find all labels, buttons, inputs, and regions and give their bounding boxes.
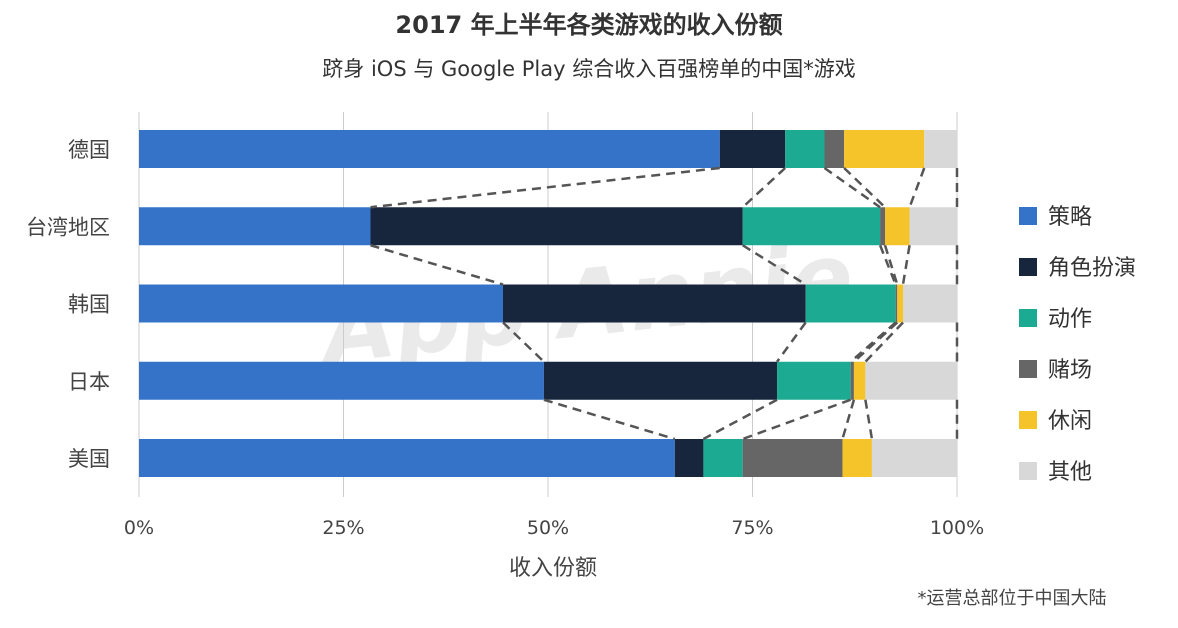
bar-segment [742, 439, 843, 477]
legend-label: 动作 [1048, 307, 1092, 332]
bar-segment [824, 130, 845, 168]
bar-segment [543, 361, 778, 400]
bar-segment [805, 284, 896, 323]
chart-subtitle: 跻身 iOS 与 Google Play 综合收入百强榜单的中国*游戏 [322, 57, 855, 81]
bar-segment [370, 207, 743, 246]
connector-line [883, 244, 899, 285]
connector-line [853, 321, 899, 363]
bar-segment [880, 207, 886, 246]
bar-segment [139, 361, 544, 400]
bar-segment [903, 284, 957, 323]
connector-line [901, 245, 911, 285]
connector-line [864, 321, 904, 363]
x-tick-labels: 0% 25% 50% 75% 100% [124, 517, 984, 539]
connector-line [908, 167, 926, 208]
x-tick-label: 25% [322, 517, 364, 539]
bar-segment [742, 207, 881, 246]
bar-segment [909, 207, 957, 246]
x-axis-label: 收入份额 [509, 556, 597, 581]
legend-swatch [1019, 309, 1037, 327]
legend-swatch [1019, 207, 1037, 225]
category-label: 德国 [68, 138, 110, 162]
connector-line [742, 398, 852, 441]
legend-label: 策略 [1048, 205, 1092, 230]
bar-segment [853, 361, 866, 400]
bar-segment [895, 284, 898, 323]
bar-segment [785, 130, 825, 168]
bar-segment [850, 361, 854, 400]
bar-segment [865, 361, 957, 400]
footnote: *运营总部位于中国大陆 [918, 588, 1107, 609]
legend-swatch [1019, 411, 1037, 429]
connector-lines [370, 166, 959, 441]
bar-segment [503, 284, 806, 323]
bar-segment [139, 284, 504, 323]
category-label: 韩国 [68, 293, 110, 317]
legend-label: 其他 [1048, 460, 1092, 485]
connector-line [742, 244, 807, 286]
connector-line [843, 167, 886, 209]
connector-line [702, 398, 778, 441]
connector-line [841, 399, 856, 440]
bar-segment [777, 361, 851, 400]
chart-title: 2017 年上半年各类游戏的收入份额 [395, 11, 782, 39]
legend-swatch [1019, 462, 1037, 480]
x-tick-label: 0% [124, 517, 154, 539]
bar-segment [924, 130, 957, 168]
connector-line [823, 166, 881, 209]
x-tick-label: 75% [731, 517, 773, 539]
connector-line [741, 167, 787, 209]
bar-segment [674, 439, 704, 477]
connector-line [370, 166, 720, 209]
bar-segment [842, 439, 872, 477]
connector-line [878, 244, 897, 285]
legend-label: 休闲 [1048, 409, 1092, 434]
x-tick-label: 100% [930, 517, 984, 539]
connector-line [370, 244, 504, 286]
bar-segment [844, 130, 925, 168]
bar-segment [139, 439, 675, 477]
connector-line [864, 399, 874, 440]
bar-segment [885, 207, 910, 246]
connector-line [849, 321, 897, 363]
bar-segment [139, 207, 371, 246]
category-label: 日本 [68, 370, 110, 394]
category-label: 美国 [68, 447, 110, 471]
bar-segment [719, 130, 786, 168]
legend-swatch [1019, 258, 1037, 276]
bar-segment [703, 439, 743, 477]
x-tick-label: 50% [527, 517, 569, 539]
bars [139, 130, 957, 477]
legend-label: 赌场 [1048, 358, 1092, 383]
bar-segment [897, 284, 904, 323]
legend-swatch [1019, 360, 1037, 378]
category-label: 台湾地区 [26, 215, 110, 239]
legend-label: 角色扮演 [1048, 256, 1136, 281]
connector-line [543, 398, 676, 441]
bar-segment [139, 130, 720, 168]
connector-line [776, 321, 807, 363]
bar-segment [871, 439, 957, 477]
connector-line [502, 321, 545, 363]
